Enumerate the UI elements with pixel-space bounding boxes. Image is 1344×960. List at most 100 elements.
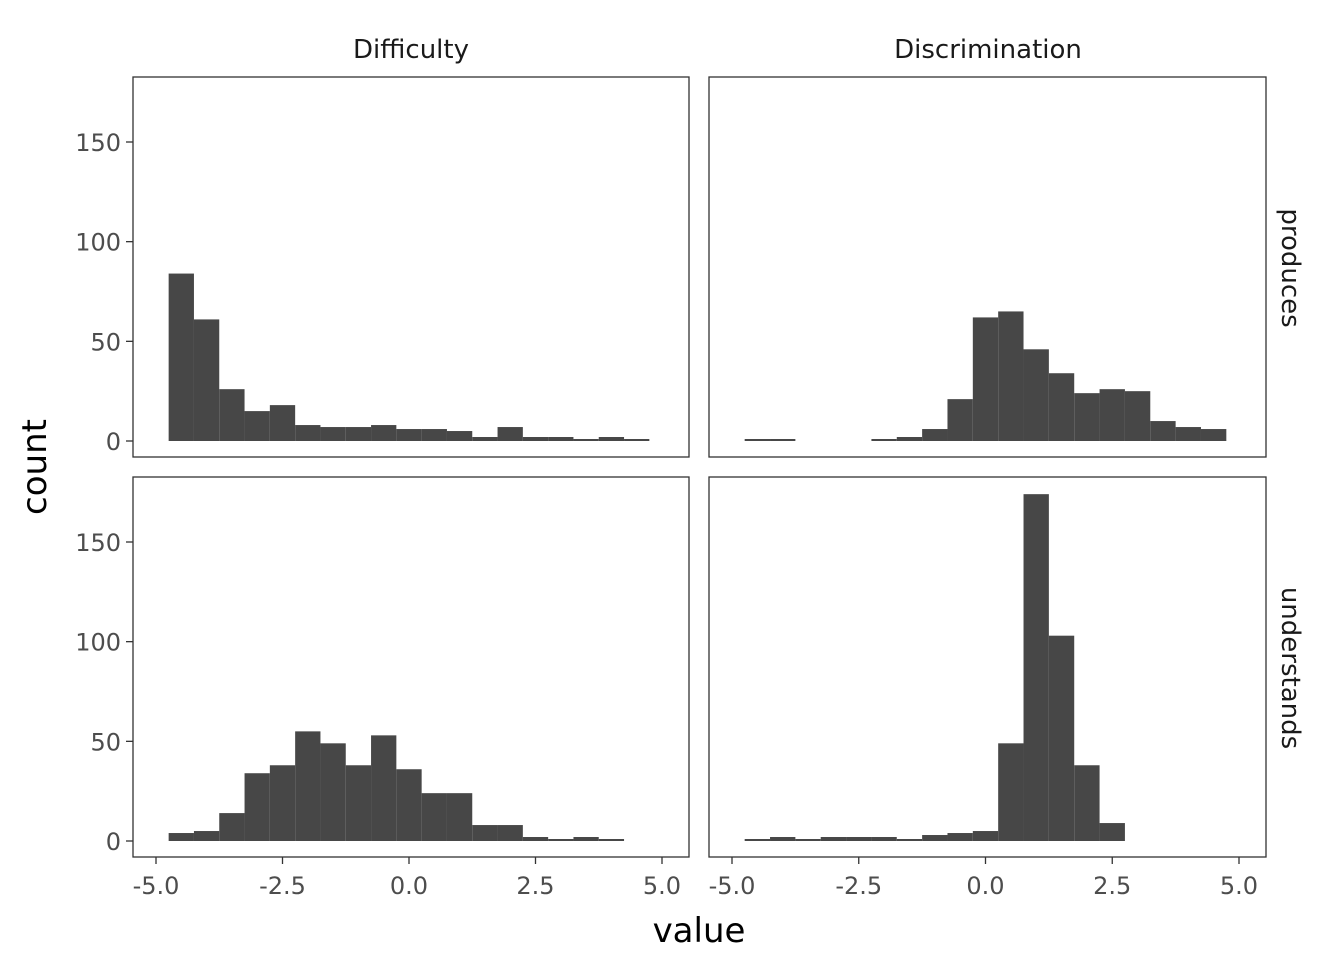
bar-difficulty-understands-4 [269,765,296,841]
bar-difficulty-produces-13 [497,427,523,441]
bar-difficulty-produces-14 [522,437,549,441]
panel-discrimination-produces [708,76,1267,458]
bar-discrimination-understands-6 [896,839,923,841]
bar-difficulty-understands-2 [219,813,245,841]
y-tick-label-difficulty-produces-3: 150 [75,129,121,157]
bar-difficulty-produces-6 [320,427,346,441]
bar-difficulty-produces-4 [269,405,296,441]
y-tick-label-difficulty-produces-1: 50 [90,328,121,356]
bar-difficulty-produces-7 [345,427,372,441]
bar-difficulty-produces-1 [193,319,220,441]
bar-difficulty-understands-14 [522,837,549,841]
x-tick-label-difficulty-understands-2: 0.0 [390,872,428,900]
bar-difficulty-produces-3 [244,411,270,441]
bar-difficulty-understands-15 [548,839,574,841]
bar-discrimination-understands-3 [820,837,847,841]
y-tick-label-difficulty-produces-0: 0 [106,428,121,456]
bar-discrimination-produces-15 [1200,429,1227,441]
bar-discrimination-understands-2 [795,839,821,841]
x-tick-label-discrimination-understands-4: 5.0 [1220,872,1258,900]
panel-border-discrimination-produces [708,76,1267,458]
bar-difficulty-understands-6 [320,743,346,841]
y-tick-label-difficulty-understands-1: 50 [90,728,121,756]
strip-label-difficulty: Difficulty [353,35,469,65]
bar-discrimination-produces-1 [770,439,796,441]
bar-difficulty-produces-10 [421,429,447,441]
bar-difficulty-produces-0 [168,273,194,441]
bar-discrimination-understands-8 [947,833,973,841]
bar-difficulty-understands-13 [497,825,523,841]
bar-discrimination-produces-13 [1150,421,1176,441]
y-tick-label-difficulty-produces-2: 100 [75,229,121,257]
bar-discrimination-produces-11 [1099,389,1125,441]
x-axis-title: value [653,911,746,951]
bar-difficulty-understands-9 [396,769,422,841]
bar-difficulty-understands-7 [345,765,372,841]
panel-border-difficulty-produces [132,76,690,458]
panel-border-difficulty-understands [132,476,690,858]
y-tick-label-difficulty-understands-0: 0 [106,828,121,856]
bar-difficulty-understands-10 [421,793,447,841]
bar-discrimination-understands-1 [770,837,796,841]
x-tick-label-discrimination-understands-3: 2.5 [1093,872,1131,900]
bar-difficulty-understands-8 [371,735,397,841]
bar-difficulty-understands-5 [295,731,321,841]
bar-discrimination-produces-6 [972,317,999,441]
bar-difficulty-understands-11 [446,793,473,841]
panel-discrimination-understands: -5.0 -2.5 0.0 2.5 5.0 [708,476,1267,900]
strip-label-produces: produces [1275,208,1305,327]
bar-discrimination-understands-11 [1023,494,1049,841]
bar-discrimination-produces-14 [1175,427,1201,441]
bar-discrimination-understands-10 [998,743,1024,841]
bar-discrimination-produces-10 [1074,393,1100,441]
bar-discrimination-produces-2 [871,439,897,441]
bar-difficulty-produces-5 [295,425,321,441]
x-tick-label-discrimination-understands-1: -2.5 [835,872,882,900]
bar-discrimination-understands-12 [1048,635,1075,841]
x-tick-label-difficulty-understands-4: 5.0 [643,872,681,900]
bar-discrimination-produces-0 [744,439,771,441]
x-tick-label-difficulty-understands-0: -5.0 [133,872,180,900]
y-axis-title: count [15,419,55,515]
bar-difficulty-produces-15 [548,437,574,441]
bar-difficulty-produces-12 [472,437,498,441]
bar-difficulty-produces-8 [371,425,397,441]
bar-discrimination-produces-4 [922,429,948,441]
x-tick-label-difficulty-understands-1: -2.5 [259,872,306,900]
bar-discrimination-understands-13 [1074,765,1100,841]
bar-difficulty-understands-17 [598,839,625,841]
bar-discrimination-produces-12 [1124,391,1151,441]
panel-difficulty-understands: 0 50 100 150 -5.0 -2.5 0.0 2.5 5.0 [75,476,690,900]
x-tick-label-discrimination-understands-2: 0.0 [966,872,1004,900]
bar-discrimination-understands-14 [1099,823,1125,841]
bar-difficulty-produces-17 [598,437,625,441]
bar-discrimination-produces-7 [998,311,1024,441]
bar-discrimination-understands-4 [846,837,872,841]
bar-difficulty-produces-16 [573,439,599,441]
bar-difficulty-understands-0 [168,833,194,841]
bar-discrimination-understands-9 [972,831,999,841]
bar-discrimination-produces-8 [1023,349,1049,441]
bar-discrimination-understands-0 [744,839,771,841]
y-tick-label-difficulty-understands-2: 100 [75,629,121,657]
x-tick-label-discrimination-understands-0: -5.0 [709,872,756,900]
bar-difficulty-understands-16 [573,837,599,841]
bar-discrimination-produces-3 [896,437,923,441]
bar-difficulty-produces-11 [446,431,473,441]
y-tick-label-difficulty-understands-3: 150 [75,529,121,557]
strip-label-discrimination: Discrimination [894,35,1082,65]
bar-difficulty-produces-2 [219,389,245,441]
bar-discrimination-understands-5 [871,837,897,841]
bar-difficulty-understands-12 [472,825,498,841]
panel-border-discrimination-understands [708,476,1267,858]
bar-discrimination-produces-5 [947,399,973,441]
x-tick-label-difficulty-understands-3: 2.5 [516,872,554,900]
panel-difficulty-produces: 0 50 100 150 [75,76,690,458]
strip-label-understands: understands [1275,587,1305,749]
bar-discrimination-understands-7 [922,835,948,841]
bar-difficulty-understands-3 [244,773,270,841]
bar-difficulty-understands-1 [193,831,220,841]
bar-difficulty-produces-18 [624,439,650,441]
